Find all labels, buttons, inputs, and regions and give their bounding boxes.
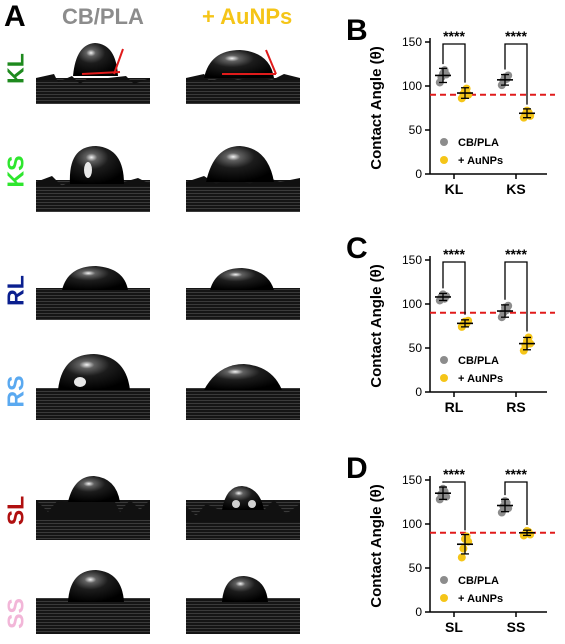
- significance-bracket: [504, 43, 528, 105]
- legend-marker: [440, 356, 448, 364]
- significance-label: ****: [505, 246, 527, 262]
- significance-label: ****: [505, 466, 527, 482]
- photo-sl-cbpla: [36, 476, 150, 540]
- x-tick-label: RL: [445, 399, 464, 415]
- legend-label: CB/PLA: [458, 355, 499, 367]
- legend-label: + AuNPs: [458, 593, 503, 605]
- y-tick-label: 0: [415, 385, 422, 399]
- photo-ss-cbpla: [36, 570, 150, 634]
- x-tick-label: SS: [507, 619, 526, 635]
- photo-ss-aunps: [186, 576, 300, 634]
- photo-kl-aunps: [186, 49, 300, 104]
- significance-label: ****: [443, 28, 465, 44]
- y-axis-label: Contact Angle (θ): [368, 484, 385, 607]
- y-tick-label: 150: [402, 473, 422, 487]
- panel-b-letter: B: [346, 14, 368, 47]
- panel-c-letter: C: [346, 232, 368, 265]
- photo-sl-aunps: [186, 486, 300, 540]
- photo-ks-aunps: [186, 146, 300, 212]
- row-label-sl: SL: [2, 495, 29, 526]
- photo-rs-aunps: [186, 364, 300, 420]
- chart-panel-d: Contact Angle (θ) 0 50 100 150 SL SS **** **** CB…: [368, 466, 555, 635]
- legend-marker: [440, 138, 448, 146]
- significance-bracket: [442, 43, 466, 83]
- data-point: [504, 71, 513, 80]
- significance-bracket: [504, 481, 528, 526]
- row-label-kl: KL: [2, 53, 29, 84]
- chart-panel-c: Contact Angle (θ) 0 50 100 150 RL RS **** **** CB…: [368, 246, 555, 415]
- y-tick-label: 100: [402, 517, 422, 531]
- panel-a-letter: A: [4, 0, 26, 33]
- legend-label: + AuNPs: [458, 373, 503, 385]
- column-header-aunps: + AuNPs: [202, 4, 293, 29]
- significance-bracket: [442, 481, 466, 531]
- y-tick-label: 100: [402, 79, 422, 93]
- data-point: [504, 301, 513, 310]
- row-label-ss: SS: [2, 598, 29, 629]
- significance-label: ****: [505, 28, 527, 44]
- x-tick-label: KS: [506, 181, 525, 197]
- y-tick-label: 0: [415, 605, 422, 619]
- photo-rs-cbpla: [36, 354, 150, 420]
- row-label-ks: KS: [2, 155, 29, 188]
- photo-rl-aunps: [186, 268, 300, 320]
- legend-marker: [440, 576, 448, 584]
- legend-label: CB/PLA: [458, 137, 499, 149]
- panel-d-letter: D: [346, 452, 368, 485]
- x-tick-label: RS: [506, 399, 525, 415]
- y-tick-label: 50: [409, 123, 423, 137]
- significance-bracket: [442, 261, 466, 315]
- x-tick-label: KL: [445, 181, 464, 197]
- y-axis-label: Contact Angle (θ): [368, 46, 385, 169]
- data-point: [457, 553, 466, 562]
- y-tick-label: 0: [415, 167, 422, 181]
- column-header-cbpla: CB/PLA: [62, 4, 144, 29]
- legend-label: + AuNPs: [458, 155, 503, 167]
- legend-marker: [440, 374, 448, 382]
- photo-kl-cbpla: [36, 43, 150, 104]
- y-tick-label: 50: [409, 561, 423, 575]
- data-point: [459, 544, 468, 553]
- row-label-rs: RS: [2, 375, 29, 408]
- droplet-photo-grid: [36, 43, 300, 634]
- row-label-rl: RL: [2, 275, 29, 306]
- legend-label: CB/PLA: [458, 575, 499, 587]
- data-point: [497, 508, 506, 517]
- legend-marker: [440, 594, 448, 602]
- data-point: [442, 70, 451, 79]
- y-tick-label: 150: [402, 35, 422, 49]
- y-axis-label: Contact Angle (θ): [368, 264, 385, 387]
- significance-label: ****: [443, 246, 465, 262]
- photo-ks-cbpla: [36, 146, 150, 212]
- x-tick-label: SL: [445, 619, 463, 635]
- significance-label: ****: [443, 466, 465, 482]
- photo-rl-cbpla: [36, 266, 150, 320]
- chart-panel-b: Contact Angle (θ) 0 50 100 150 KL KS **** **** CB…: [368, 28, 555, 197]
- y-tick-label: 50: [409, 341, 423, 355]
- legend-marker: [440, 156, 448, 164]
- significance-bracket: [504, 261, 528, 332]
- y-tick-label: 150: [402, 253, 422, 267]
- y-tick-label: 100: [402, 297, 422, 311]
